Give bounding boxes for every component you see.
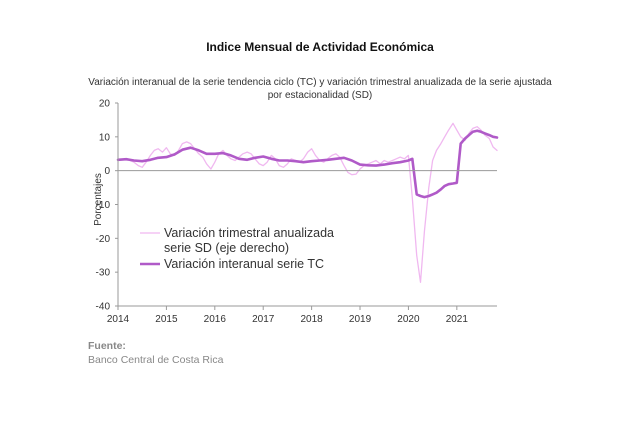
source-text: Banco Central de Costa Rica [88, 354, 224, 366]
y-tick-label: 0 [104, 166, 110, 177]
series-line-1 [117, 122, 498, 283]
y-tick-label: 20 [99, 99, 111, 110]
x-tick-label: 2021 [446, 314, 469, 325]
y-tick-label: -40 [96, 302, 111, 313]
source-label: Fuente: [88, 340, 126, 352]
x-tick-label: 2016 [204, 314, 227, 325]
chart-subtitle: Variación interanual de la serie tendenc… [88, 77, 552, 101]
x-tick-label: 2020 [397, 314, 420, 325]
x-tick-label: 2019 [349, 314, 372, 325]
x-tick-label: 2015 [155, 314, 178, 325]
y-axis-label: Porcentajes [93, 173, 104, 226]
legend-label-1: Variación trimestral anualizada [164, 226, 334, 240]
series-layer [116, 122, 499, 283]
y-tick-label: 10 [99, 132, 111, 143]
y-tick-label: -10 [96, 200, 111, 211]
y-tick-label: -30 [96, 268, 111, 279]
y-tick-label: -20 [96, 234, 111, 245]
legend-label-2: Variación interanual serie TC [164, 257, 324, 271]
series-line-2 [116, 129, 499, 199]
chart-title: Indice Mensual de Actividad Económica [206, 40, 434, 54]
x-tick-label: 2018 [300, 314, 323, 325]
legend-label-1: serie SD (eje derecho) [164, 241, 289, 255]
x-tick-label: 2017 [252, 314, 275, 325]
x-tick-label: 2014 [107, 314, 130, 325]
